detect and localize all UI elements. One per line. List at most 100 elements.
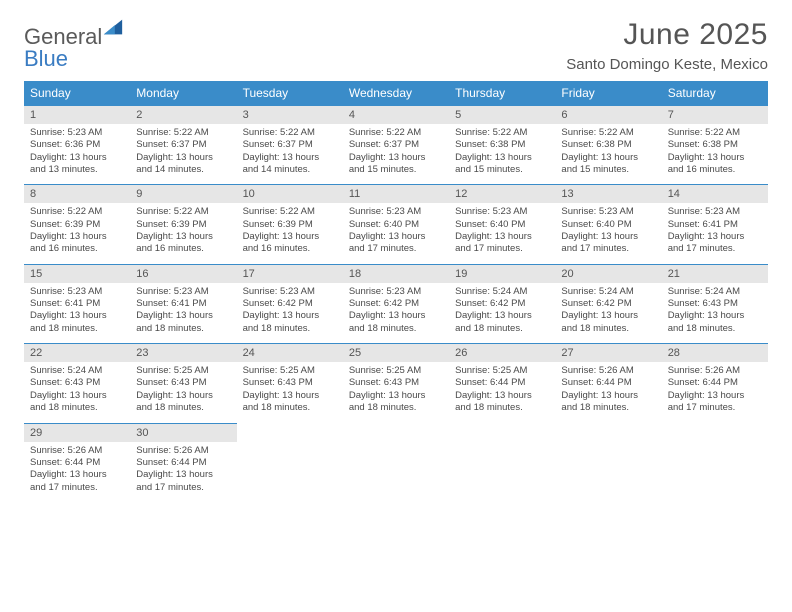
day-number: 27	[555, 344, 661, 362]
calendar-day-cell: 12Sunrise: 5:23 AMSunset: 6:40 PMDayligh…	[449, 185, 555, 264]
calendar-day-cell: 26Sunrise: 5:25 AMSunset: 6:44 PMDayligh…	[449, 344, 555, 423]
header: General Blue June 2025 Santo Domingo Kes…	[24, 18, 768, 73]
calendar-day-cell: 18Sunrise: 5:23 AMSunset: 6:42 PMDayligh…	[343, 264, 449, 343]
sunrise-line: Sunrise: 5:24 AM	[455, 286, 549, 298]
calendar-day-cell	[662, 423, 768, 502]
daylight-line: Daylight: 13 hours and 18 minutes.	[243, 310, 337, 335]
daylight-line: Daylight: 13 hours and 15 minutes.	[561, 152, 655, 177]
day-number: 26	[449, 344, 555, 362]
sunset-line: Sunset: 6:43 PM	[243, 377, 337, 389]
sunrise-line: Sunrise: 5:22 AM	[455, 127, 549, 139]
sunrise-line: Sunrise: 5:25 AM	[136, 365, 230, 377]
day-number: 2	[130, 106, 236, 124]
daylight-line: Daylight: 13 hours and 16 minutes.	[243, 231, 337, 256]
col-wednesday: Wednesday	[343, 81, 449, 106]
sunset-line: Sunset: 6:40 PM	[349, 219, 443, 231]
day-detail: Sunrise: 5:22 AMSunset: 6:39 PMDaylight:…	[237, 203, 343, 263]
daylight-line: Daylight: 13 hours and 18 minutes.	[349, 390, 443, 415]
day-detail: Sunrise: 5:23 AMSunset: 6:40 PMDaylight:…	[343, 203, 449, 263]
calendar-day-cell: 2Sunrise: 5:22 AMSunset: 6:37 PMDaylight…	[130, 106, 236, 185]
calendar-week-row: 29Sunrise: 5:26 AMSunset: 6:44 PMDayligh…	[24, 423, 768, 502]
day-detail: Sunrise: 5:23 AMSunset: 6:42 PMDaylight:…	[343, 283, 449, 343]
sunrise-line: Sunrise: 5:22 AM	[243, 206, 337, 218]
day-detail: Sunrise: 5:22 AMSunset: 6:38 PMDaylight:…	[449, 124, 555, 184]
day-detail: Sunrise: 5:24 AMSunset: 6:42 PMDaylight:…	[555, 283, 661, 343]
sunrise-line: Sunrise: 5:23 AM	[349, 206, 443, 218]
daylight-line: Daylight: 13 hours and 16 minutes.	[30, 231, 124, 256]
day-number: 8	[24, 185, 130, 203]
daylight-line: Daylight: 13 hours and 17 minutes.	[561, 231, 655, 256]
calendar-day-cell	[237, 423, 343, 502]
sunrise-line: Sunrise: 5:22 AM	[349, 127, 443, 139]
day-detail: Sunrise: 5:26 AMSunset: 6:44 PMDaylight:…	[662, 362, 768, 422]
calendar-day-cell: 27Sunrise: 5:26 AMSunset: 6:44 PMDayligh…	[555, 344, 661, 423]
sunset-line: Sunset: 6:44 PM	[136, 457, 230, 469]
calendar-day-cell: 28Sunrise: 5:26 AMSunset: 6:44 PMDayligh…	[662, 344, 768, 423]
calendar-day-cell: 3Sunrise: 5:22 AMSunset: 6:37 PMDaylight…	[237, 106, 343, 185]
sunset-line: Sunset: 6:38 PM	[561, 139, 655, 151]
sunrise-line: Sunrise: 5:23 AM	[243, 286, 337, 298]
day-number: 10	[237, 185, 343, 203]
sunrise-line: Sunrise: 5:23 AM	[455, 206, 549, 218]
sunset-line: Sunset: 6:43 PM	[349, 377, 443, 389]
daylight-line: Daylight: 13 hours and 14 minutes.	[243, 152, 337, 177]
sunrise-line: Sunrise: 5:23 AM	[349, 286, 443, 298]
sunset-line: Sunset: 6:37 PM	[349, 139, 443, 151]
sunrise-line: Sunrise: 5:23 AM	[561, 206, 655, 218]
day-detail: Sunrise: 5:22 AMSunset: 6:39 PMDaylight:…	[24, 203, 130, 263]
sunset-line: Sunset: 6:40 PM	[561, 219, 655, 231]
daylight-line: Daylight: 13 hours and 15 minutes.	[349, 152, 443, 177]
sunset-line: Sunset: 6:42 PM	[349, 298, 443, 310]
daylight-line: Daylight: 13 hours and 18 minutes.	[30, 390, 124, 415]
sunrise-line: Sunrise: 5:22 AM	[243, 127, 337, 139]
calendar-week-row: 15Sunrise: 5:23 AMSunset: 6:41 PMDayligh…	[24, 264, 768, 343]
sunrise-line: Sunrise: 5:23 AM	[668, 206, 762, 218]
col-monday: Monday	[130, 81, 236, 106]
col-friday: Friday	[555, 81, 661, 106]
calendar-day-cell: 5Sunrise: 5:22 AMSunset: 6:38 PMDaylight…	[449, 106, 555, 185]
day-detail: Sunrise: 5:22 AMSunset: 6:39 PMDaylight:…	[130, 203, 236, 263]
calendar-day-cell: 21Sunrise: 5:24 AMSunset: 6:43 PMDayligh…	[662, 264, 768, 343]
sunset-line: Sunset: 6:37 PM	[136, 139, 230, 151]
sunset-line: Sunset: 6:41 PM	[136, 298, 230, 310]
sunrise-line: Sunrise: 5:23 AM	[136, 286, 230, 298]
day-detail: Sunrise: 5:22 AMSunset: 6:37 PMDaylight:…	[130, 124, 236, 184]
calendar-day-cell: 13Sunrise: 5:23 AMSunset: 6:40 PMDayligh…	[555, 185, 661, 264]
calendar-table: Sunday Monday Tuesday Wednesday Thursday…	[24, 81, 768, 502]
day-number: 21	[662, 265, 768, 283]
daylight-line: Daylight: 13 hours and 18 minutes.	[349, 310, 443, 335]
calendar-day-cell: 9Sunrise: 5:22 AMSunset: 6:39 PMDaylight…	[130, 185, 236, 264]
sunset-line: Sunset: 6:40 PM	[455, 219, 549, 231]
day-detail: Sunrise: 5:23 AMSunset: 6:40 PMDaylight:…	[555, 203, 661, 263]
col-saturday: Saturday	[662, 81, 768, 106]
sunset-line: Sunset: 6:43 PM	[30, 377, 124, 389]
daylight-line: Daylight: 13 hours and 17 minutes.	[668, 231, 762, 256]
calendar-day-cell: 10Sunrise: 5:22 AMSunset: 6:39 PMDayligh…	[237, 185, 343, 264]
day-number: 19	[449, 265, 555, 283]
calendar-day-cell	[555, 423, 661, 502]
day-detail: Sunrise: 5:25 AMSunset: 6:43 PMDaylight:…	[130, 362, 236, 422]
daylight-line: Daylight: 13 hours and 13 minutes.	[30, 152, 124, 177]
logo-mark-icon	[102, 16, 124, 38]
calendar-day-cell	[343, 423, 449, 502]
calendar-week-row: 8Sunrise: 5:22 AMSunset: 6:39 PMDaylight…	[24, 185, 768, 264]
daylight-line: Daylight: 13 hours and 18 minutes.	[30, 310, 124, 335]
sunset-line: Sunset: 6:43 PM	[668, 298, 762, 310]
daylight-line: Daylight: 13 hours and 17 minutes.	[668, 390, 762, 415]
sunrise-line: Sunrise: 5:24 AM	[30, 365, 124, 377]
calendar-day-cell: 22Sunrise: 5:24 AMSunset: 6:43 PMDayligh…	[24, 344, 130, 423]
daylight-line: Daylight: 13 hours and 14 minutes.	[136, 152, 230, 177]
day-number: 6	[555, 106, 661, 124]
day-detail: Sunrise: 5:23 AMSunset: 6:36 PMDaylight:…	[24, 124, 130, 184]
day-number: 17	[237, 265, 343, 283]
sunset-line: Sunset: 6:39 PM	[243, 219, 337, 231]
daylight-line: Daylight: 13 hours and 17 minutes.	[349, 231, 443, 256]
day-detail: Sunrise: 5:25 AMSunset: 6:43 PMDaylight:…	[237, 362, 343, 422]
sunrise-line: Sunrise: 5:22 AM	[30, 206, 124, 218]
col-sunday: Sunday	[24, 81, 130, 106]
page-title: June 2025	[566, 18, 768, 52]
sunrise-line: Sunrise: 5:23 AM	[30, 127, 124, 139]
day-detail: Sunrise: 5:26 AMSunset: 6:44 PMDaylight:…	[130, 442, 236, 502]
sunset-line: Sunset: 6:39 PM	[136, 219, 230, 231]
calendar-day-cell: 29Sunrise: 5:26 AMSunset: 6:44 PMDayligh…	[24, 423, 130, 502]
